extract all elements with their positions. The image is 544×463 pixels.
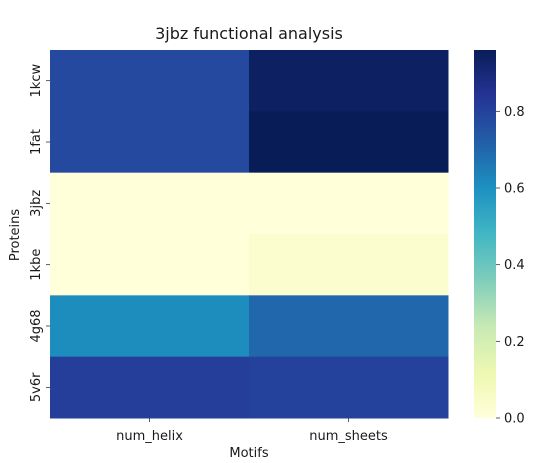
x-axis-ticks: num_helix num_sheets (116, 418, 388, 444)
heatmap-cell-1kcw-num_helix (50, 50, 250, 112)
heatmap-cell-1fat-num_helix (50, 111, 250, 174)
x-axis-label: Motifs (229, 446, 268, 461)
colorbar-tick-label: 0.8 (504, 105, 525, 120)
colorbar-ticks: 0.0 0.2 0.4 0.6 0.8 (496, 105, 525, 427)
x-tick-label: num_helix (116, 429, 183, 444)
heatmap-cell-3jbz-num_sheets (249, 172, 449, 235)
colorbar (474, 50, 496, 418)
colorbar-tick-label: 0.2 (504, 335, 525, 350)
colorbar-tick-label: 0.6 (504, 182, 525, 197)
colorbar-tick-label: 0.4 (504, 258, 525, 273)
y-tick-label: 4g68 (29, 309, 44, 342)
heatmap-cells (50, 50, 449, 419)
heatmap-cell-5v6r-num_sheets (249, 356, 449, 419)
y-tick-label: 5v6r (29, 372, 44, 402)
heatmap-cell-1kbe-num_sheets (249, 234, 449, 296)
y-axis-ticks: 1kcw 1fat 3jbz 1kbe 4g68 5v6r (29, 64, 50, 402)
chart-title: 3jbz functional analysis (155, 24, 343, 43)
heatmap-cell-1kcw-num_sheets (249, 50, 449, 112)
heatmap-cell-1kbe-num_helix (50, 234, 250, 296)
y-tick-label: 1kbe (29, 249, 44, 281)
y-tick-label: 1fat (29, 129, 44, 155)
heatmap-cell-5v6r-num_helix (50, 356, 250, 419)
heatmap-cell-4g68-num_sheets (249, 295, 449, 358)
colorbar-tick-label: 0.0 (504, 412, 525, 427)
heatmap-cell-1fat-num_sheets (249, 111, 449, 174)
heatmap-cell-4g68-num_helix (50, 295, 250, 358)
y-tick-label: 3jbz (29, 190, 44, 217)
x-tick-label: num_sheets (309, 429, 388, 444)
y-axis-label: Proteins (8, 209, 23, 262)
y-tick-label: 1kcw (29, 64, 44, 98)
heatmap-cell-3jbz-num_helix (50, 172, 250, 235)
